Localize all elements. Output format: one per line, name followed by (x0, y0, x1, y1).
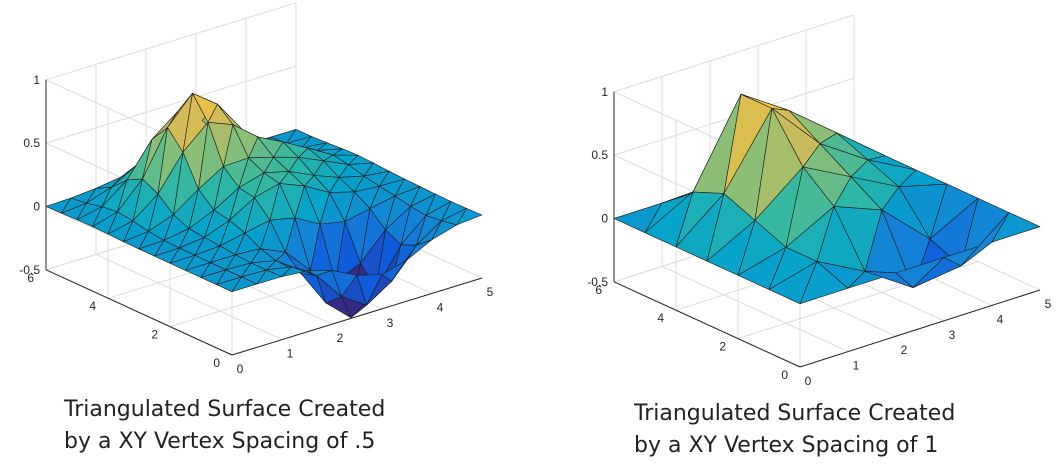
z-tick-label: 0 (601, 211, 608, 225)
y-axis-line (613, 281, 801, 368)
y-tick-label: 0 (213, 356, 220, 370)
z-tick-label: -0.5 (19, 263, 40, 277)
floor-gridline (95, 253, 283, 341)
x-tick-label: 3 (949, 328, 956, 342)
y-tick-label: 6 (27, 271, 34, 285)
x-tick-label: 0 (805, 374, 812, 388)
z-tick-label: 0 (33, 199, 40, 213)
x-tick-label: 5 (487, 285, 494, 299)
x-axis-line (231, 277, 483, 356)
caption-line-2: by a XY Vertex Spacing of .5 (64, 429, 376, 454)
x-tick-label: 1 (287, 347, 294, 361)
surface-panel-spacing-one: 0 1 2 3 4 5 0 2 4 6 -0.5 0 0.5 1 Triangulated Surface… (531, 0, 1062, 466)
y-tick-label: 6 (595, 283, 602, 297)
y-tick-label: 2 (151, 328, 158, 342)
surface-triangle (456, 208, 483, 226)
floor-gridline (661, 265, 849, 353)
x-tick-label: 4 (437, 300, 444, 314)
y-axis-line (45, 269, 233, 356)
x-tick-label: 4 (997, 312, 1004, 326)
caption-line-2: by a XY Vertex Spacing of 1 (634, 433, 939, 458)
z-tick-label: 0.5 (591, 148, 608, 162)
z-tick-label: 1 (601, 85, 608, 99)
caption-spacing-half: Triangulated Surface Created by a XY Ver… (64, 394, 385, 458)
z-tick-label: 1 (33, 73, 40, 87)
caption-spacing-one: Triangulated Surface Created by a XY Ver… (634, 398, 955, 462)
y-tick-label: 4 (657, 311, 664, 325)
y-tick-label: 4 (89, 299, 96, 313)
z-tick-label: 0.5 (23, 136, 40, 150)
wall-gridline (45, 2, 297, 81)
caption-line-1: Triangulated Surface Created (634, 401, 956, 426)
surface-panel-spacing-half: 0 1 2 3 4 5 0 2 4 6 -0.5 0 0.5 1 Triangulated Surface… (19, 2, 494, 458)
x-axis-line (799, 289, 1041, 368)
surface-mesh (45, 93, 483, 318)
x-tick-label: 0 (237, 362, 244, 376)
x-tick-label: 1 (853, 359, 860, 373)
caption-line-1: Triangulated Surface Created (64, 397, 386, 422)
y-tick-label: 0 (781, 368, 788, 382)
z-tick-label: -0.5 (587, 275, 608, 289)
surface-mesh (613, 93, 1041, 304)
y-tick-label: 2 (719, 340, 726, 354)
wall-gridline (613, 14, 855, 93)
surface-triangle (991, 212, 1041, 243)
x-tick-label: 3 (387, 316, 394, 330)
wall-gridline (45, 65, 297, 144)
x-tick-label: 2 (337, 331, 344, 345)
surface-plot-spacing-half: 0 1 2 3 4 5 0 2 4 6-0.5 0 0.5 1 (19, 2, 494, 376)
x-tick-label: 2 (901, 343, 908, 357)
surface-plot-spacing-one: 0 1 2 3 4 5 0 2 4 6-0.5 0 0.5 1 (587, 14, 1052, 388)
x-tick-label: 5 (1045, 297, 1052, 311)
